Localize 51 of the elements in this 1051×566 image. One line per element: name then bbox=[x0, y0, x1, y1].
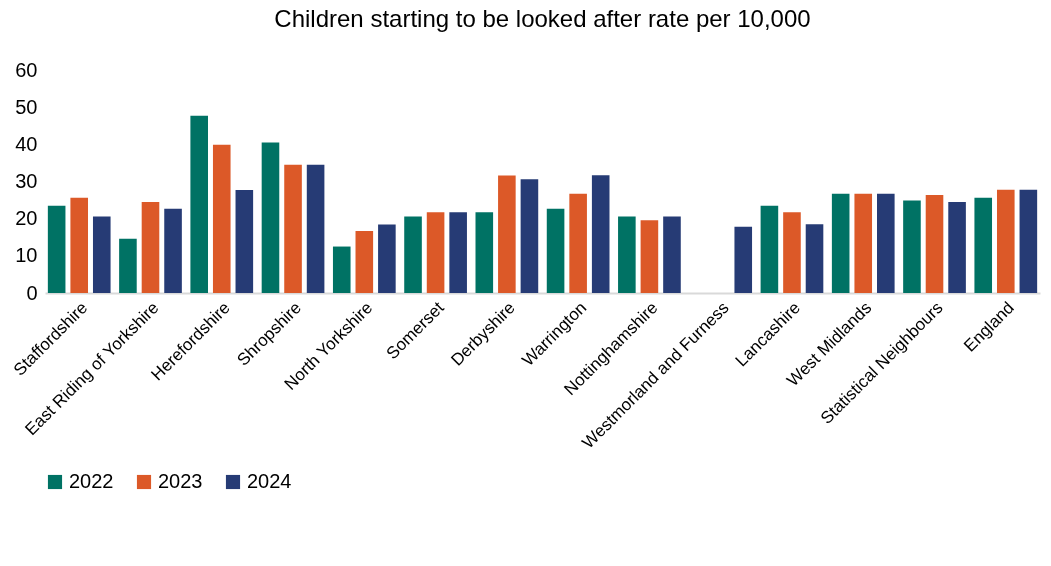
bar bbox=[974, 197, 993, 293]
bar bbox=[475, 212, 494, 293]
bar bbox=[618, 216, 636, 293]
bar bbox=[70, 197, 89, 293]
bar bbox=[378, 224, 396, 293]
legend-label: 2023 bbox=[158, 470, 203, 492]
y-tick-label: 30 bbox=[15, 170, 38, 192]
bar bbox=[877, 193, 895, 293]
y-tick-label: 50 bbox=[15, 95, 38, 118]
bar bbox=[261, 142, 280, 293]
bar bbox=[47, 205, 66, 293]
bar bbox=[332, 246, 351, 293]
bar bbox=[92, 216, 111, 293]
bar bbox=[783, 212, 801, 293]
bar bbox=[903, 200, 921, 293]
y-tick-label: 40 bbox=[15, 132, 38, 155]
bar bbox=[948, 201, 966, 293]
bar bbox=[1019, 189, 1038, 293]
bar bbox=[404, 216, 422, 293]
bar bbox=[449, 212, 467, 293]
legend-label: 2022 bbox=[69, 470, 114, 492]
bar bbox=[591, 175, 610, 293]
bar bbox=[640, 220, 659, 293]
bar bbox=[805, 224, 824, 293]
bar bbox=[520, 179, 539, 293]
bar bbox=[306, 164, 325, 293]
bar bbox=[925, 194, 944, 293]
bar bbox=[119, 238, 137, 293]
bar bbox=[854, 193, 873, 293]
bar bbox=[284, 164, 302, 293]
bar bbox=[663, 216, 681, 293]
y-tick-label: 60 bbox=[15, 58, 38, 81]
bar bbox=[212, 144, 231, 293]
bar bbox=[426, 212, 445, 293]
bar bbox=[164, 208, 182, 293]
bar bbox=[734, 226, 753, 293]
bar bbox=[831, 193, 850, 293]
legend-label: 2024 bbox=[247, 470, 292, 492]
bar bbox=[760, 205, 779, 293]
bar bbox=[235, 190, 254, 293]
bar bbox=[355, 230, 374, 293]
bar bbox=[498, 175, 516, 293]
bar bbox=[190, 115, 208, 293]
y-tick-label: 20 bbox=[15, 207, 38, 230]
chart-title: Children starting to be looked after rate per 10,000 bbox=[274, 5, 811, 32]
bar bbox=[141, 201, 160, 293]
bar bbox=[546, 208, 565, 293]
y-tick-label: 10 bbox=[15, 244, 38, 267]
bar bbox=[996, 189, 1015, 293]
y-tick-label: 0 bbox=[26, 281, 38, 304]
bar bbox=[569, 193, 587, 293]
